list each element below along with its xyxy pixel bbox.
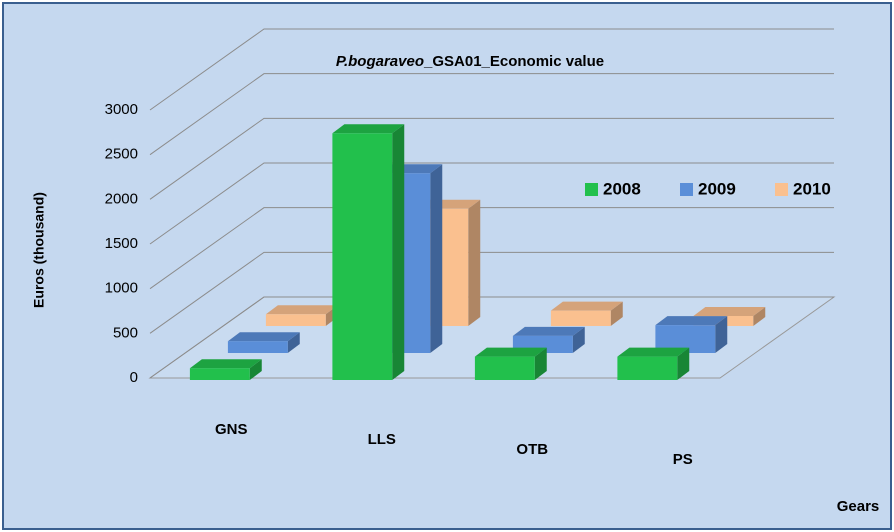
bar-side: [677, 347, 690, 380]
bar-front: [474, 356, 535, 380]
y-tick-label: 0: [130, 369, 138, 386]
bar: [265, 305, 338, 326]
bar-side: [610, 301, 623, 326]
legend-label: 2008: [603, 179, 641, 198]
grid-line: [149, 207, 834, 290]
bar-top: [474, 347, 547, 357]
chart-title: P.bogaraveo_GSA01_Economic value: [336, 53, 604, 70]
grid-line: [149, 28, 834, 111]
grid-line: [149, 162, 834, 245]
bar: [617, 347, 690, 380]
grid-line: [149, 73, 834, 156]
legend-swatch: [680, 183, 693, 196]
bar-side: [249, 359, 262, 380]
bar-side: [392, 124, 405, 381]
legend-swatch: [775, 183, 788, 196]
legend-label: 2010: [793, 179, 831, 198]
grid-line: [149, 117, 834, 200]
bar-side: [430, 164, 443, 353]
x-axis-title: Gears: [837, 498, 880, 515]
grid-line: [149, 296, 834, 379]
bar: [474, 347, 547, 380]
bar: [550, 301, 623, 326]
bar: [655, 316, 728, 353]
bar-side: [572, 326, 585, 353]
y-tick-label: 1000: [105, 280, 138, 297]
x-tick-label: LLS: [368, 431, 396, 448]
y-axis-title: Euros (thousand): [31, 192, 47, 308]
bar-side: [534, 347, 547, 380]
bar-front: [227, 341, 288, 353]
bar-side: [753, 307, 766, 326]
bar-front: [617, 356, 678, 380]
bar-top: [332, 124, 405, 134]
title-rest: _GSA01_Economic value: [423, 53, 604, 70]
bar-side: [468, 199, 481, 326]
bar-front: [189, 368, 250, 380]
x-tick-label: OTB: [516, 441, 548, 458]
legend-swatch: [585, 183, 598, 196]
grid-line: [149, 251, 834, 334]
x-tick-label: PS: [673, 451, 693, 468]
y-tick-label: 1500: [105, 235, 138, 252]
y-tick-label: 3000: [105, 101, 138, 118]
bar-top: [693, 307, 766, 316]
y-tick-label: 2500: [105, 146, 138, 163]
bar-top: [512, 326, 585, 336]
bar-side: [715, 316, 728, 353]
bar-front: [332, 133, 393, 380]
title-species: P.bogaraveo: [336, 53, 424, 70]
bar-top: [550, 301, 623, 311]
bar-top: [265, 305, 338, 315]
bar: [332, 124, 405, 381]
bar-top: [617, 347, 690, 357]
bar: [189, 359, 262, 380]
legend-label: 2009: [698, 179, 736, 198]
x-tick-label: GNS: [215, 421, 248, 438]
y-tick-label: 2000: [105, 190, 138, 207]
bar-side: [287, 332, 300, 353]
bar-top: [227, 332, 300, 342]
bar-front: [550, 310, 611, 326]
bar: [227, 332, 300, 353]
y-tick-label: 500: [113, 324, 138, 341]
bar-top: [655, 316, 728, 326]
bar-top: [189, 359, 262, 369]
bar-front: [265, 314, 326, 326]
